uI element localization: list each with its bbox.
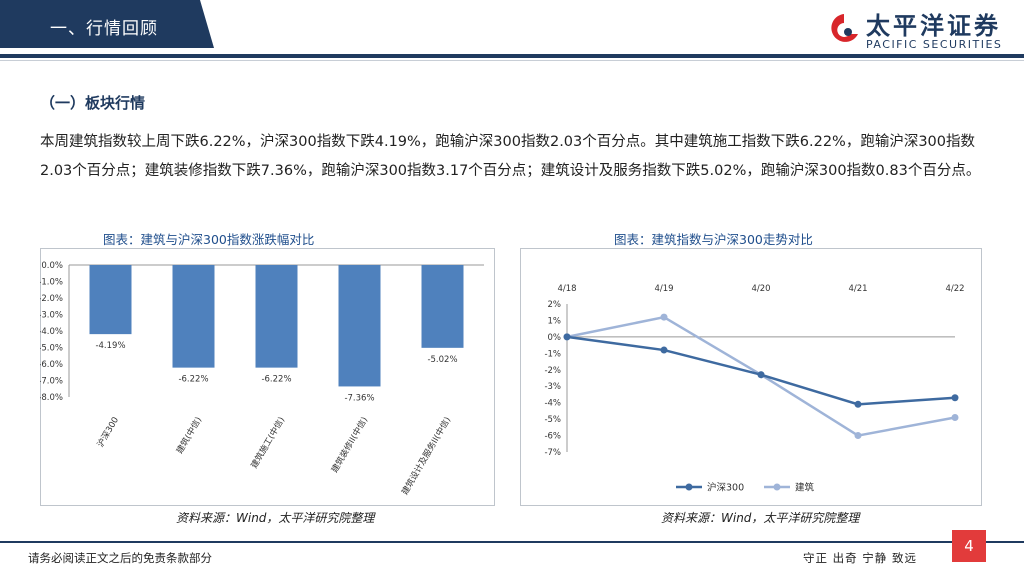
bar-data-label: -5.02% [427, 355, 457, 365]
bar-data-label: -6.22% [178, 375, 208, 385]
bar-chart-source: 资料来源：Wind，太平洋研究院整理 [176, 511, 375, 525]
line-x-tick-label: 4/20 [751, 284, 770, 294]
series-point [660, 313, 668, 321]
series-point [757, 371, 765, 379]
bar-category-label: 沪深300 [95, 415, 121, 449]
line-chart-source: 资料来源：Wind，太平洋研究院整理 [661, 511, 860, 525]
bar-y-tick-label: -7.0% [40, 377, 63, 387]
bar-y-tick-label: -3.0% [40, 311, 63, 321]
line-x-tick-label: 4/22 [945, 284, 964, 294]
bar-chart-frame [40, 248, 495, 506]
line-x-tick-label: 4/18 [557, 284, 576, 294]
header-rule [0, 54, 1024, 58]
line-y-tick-label: -2% [544, 366, 561, 376]
logo-english: PACIFIC SECURITIES [866, 38, 1003, 51]
series-point [660, 346, 668, 354]
line-x-tick-label: 4/19 [654, 284, 673, 294]
legend-marker [685, 483, 693, 491]
line-y-tick-label: -4% [544, 399, 561, 409]
bar [255, 265, 298, 368]
line-y-tick-label: -5% [544, 415, 561, 425]
bar-y-tick-label: -8.0% [40, 393, 63, 403]
bar-y-tick-label: -1.0% [40, 278, 63, 288]
line-y-tick-label: -6% [544, 432, 561, 442]
bar-y-tick-label: -4.0% [40, 327, 63, 337]
legend-label: 沪深300 [707, 482, 744, 494]
page-number: 4 [952, 530, 986, 562]
line-y-tick-label: 0% [548, 333, 562, 343]
header-rule-thin [0, 60, 1024, 61]
series-point [951, 413, 959, 421]
line-y-tick-label: 2% [548, 300, 562, 310]
legend-label: 建筑 [795, 482, 815, 494]
line-y-tick-label: 1% [548, 316, 562, 326]
header-title: 一、行情回顾 [50, 19, 158, 39]
bar-y-tick-label: -6.0% [40, 360, 63, 370]
series-point [563, 333, 571, 341]
footer-disclaimer: 请务必阅读正文之后的免责条款部分 [28, 551, 212, 565]
line-y-tick-label: -3% [544, 382, 561, 392]
bar-category-label: 建筑装修II(中信) [329, 415, 370, 475]
bar [421, 265, 464, 348]
line-x-tick-label: 4/21 [848, 284, 867, 294]
series-point [951, 394, 959, 402]
bar-category-label: 建筑(中信) [174, 415, 204, 456]
series-point [854, 400, 862, 408]
bar-category-label: 建筑设计及服务II(中信) [399, 415, 453, 497]
line-chart-frame [520, 248, 982, 506]
bar-category-label: 建筑施工(中信) [249, 415, 287, 470]
bar-y-tick-label: -5.0% [40, 344, 63, 354]
footer-slogan: 守正 出奇 宁静 致远 [803, 551, 917, 565]
logo-name: 太平洋证券 [866, 12, 1001, 40]
bar-data-label: -6.22% [261, 375, 291, 385]
bar-data-label: -4.19% [95, 341, 125, 351]
bar-chart-title: 图表：建筑与沪深300指数涨跌幅对比 [103, 232, 315, 247]
legend-marker [773, 483, 781, 491]
bar [89, 265, 132, 335]
line-y-tick-label: -1% [544, 349, 561, 359]
bar-chart: 0.0% -1.0% -2.0% -3.0% -4.0% -5.0% -6.0% -7.0% -… [40, 261, 484, 497]
header-band [0, 0, 214, 48]
series-line [566, 335, 956, 406]
section-title: （一）板块行情 [40, 94, 146, 112]
line-y-tick-label: -7% [544, 448, 561, 458]
line-chart: 2% 1% 0% -1% -2% -3% -4% -5% -6% -7% 4/18 4/19 4/20 4… [544, 284, 964, 494]
logo-icon [831, 14, 858, 42]
bar [172, 265, 215, 368]
bar-y-tick-label: 0.0% [41, 261, 63, 271]
bar [338, 265, 381, 387]
body-paragraph: 本周建筑指数较上周下跌6.22%，沪深300指数下跌4.19%，跑输沪深300指… [40, 134, 981, 179]
footer-rule [0, 541, 1024, 543]
bar-y-tick-label: -2.0% [40, 294, 63, 304]
series-point [854, 432, 862, 440]
line-chart-title: 图表：建筑指数与沪深300走势对比 [614, 232, 813, 247]
bar-data-label: -7.36% [344, 393, 374, 403]
